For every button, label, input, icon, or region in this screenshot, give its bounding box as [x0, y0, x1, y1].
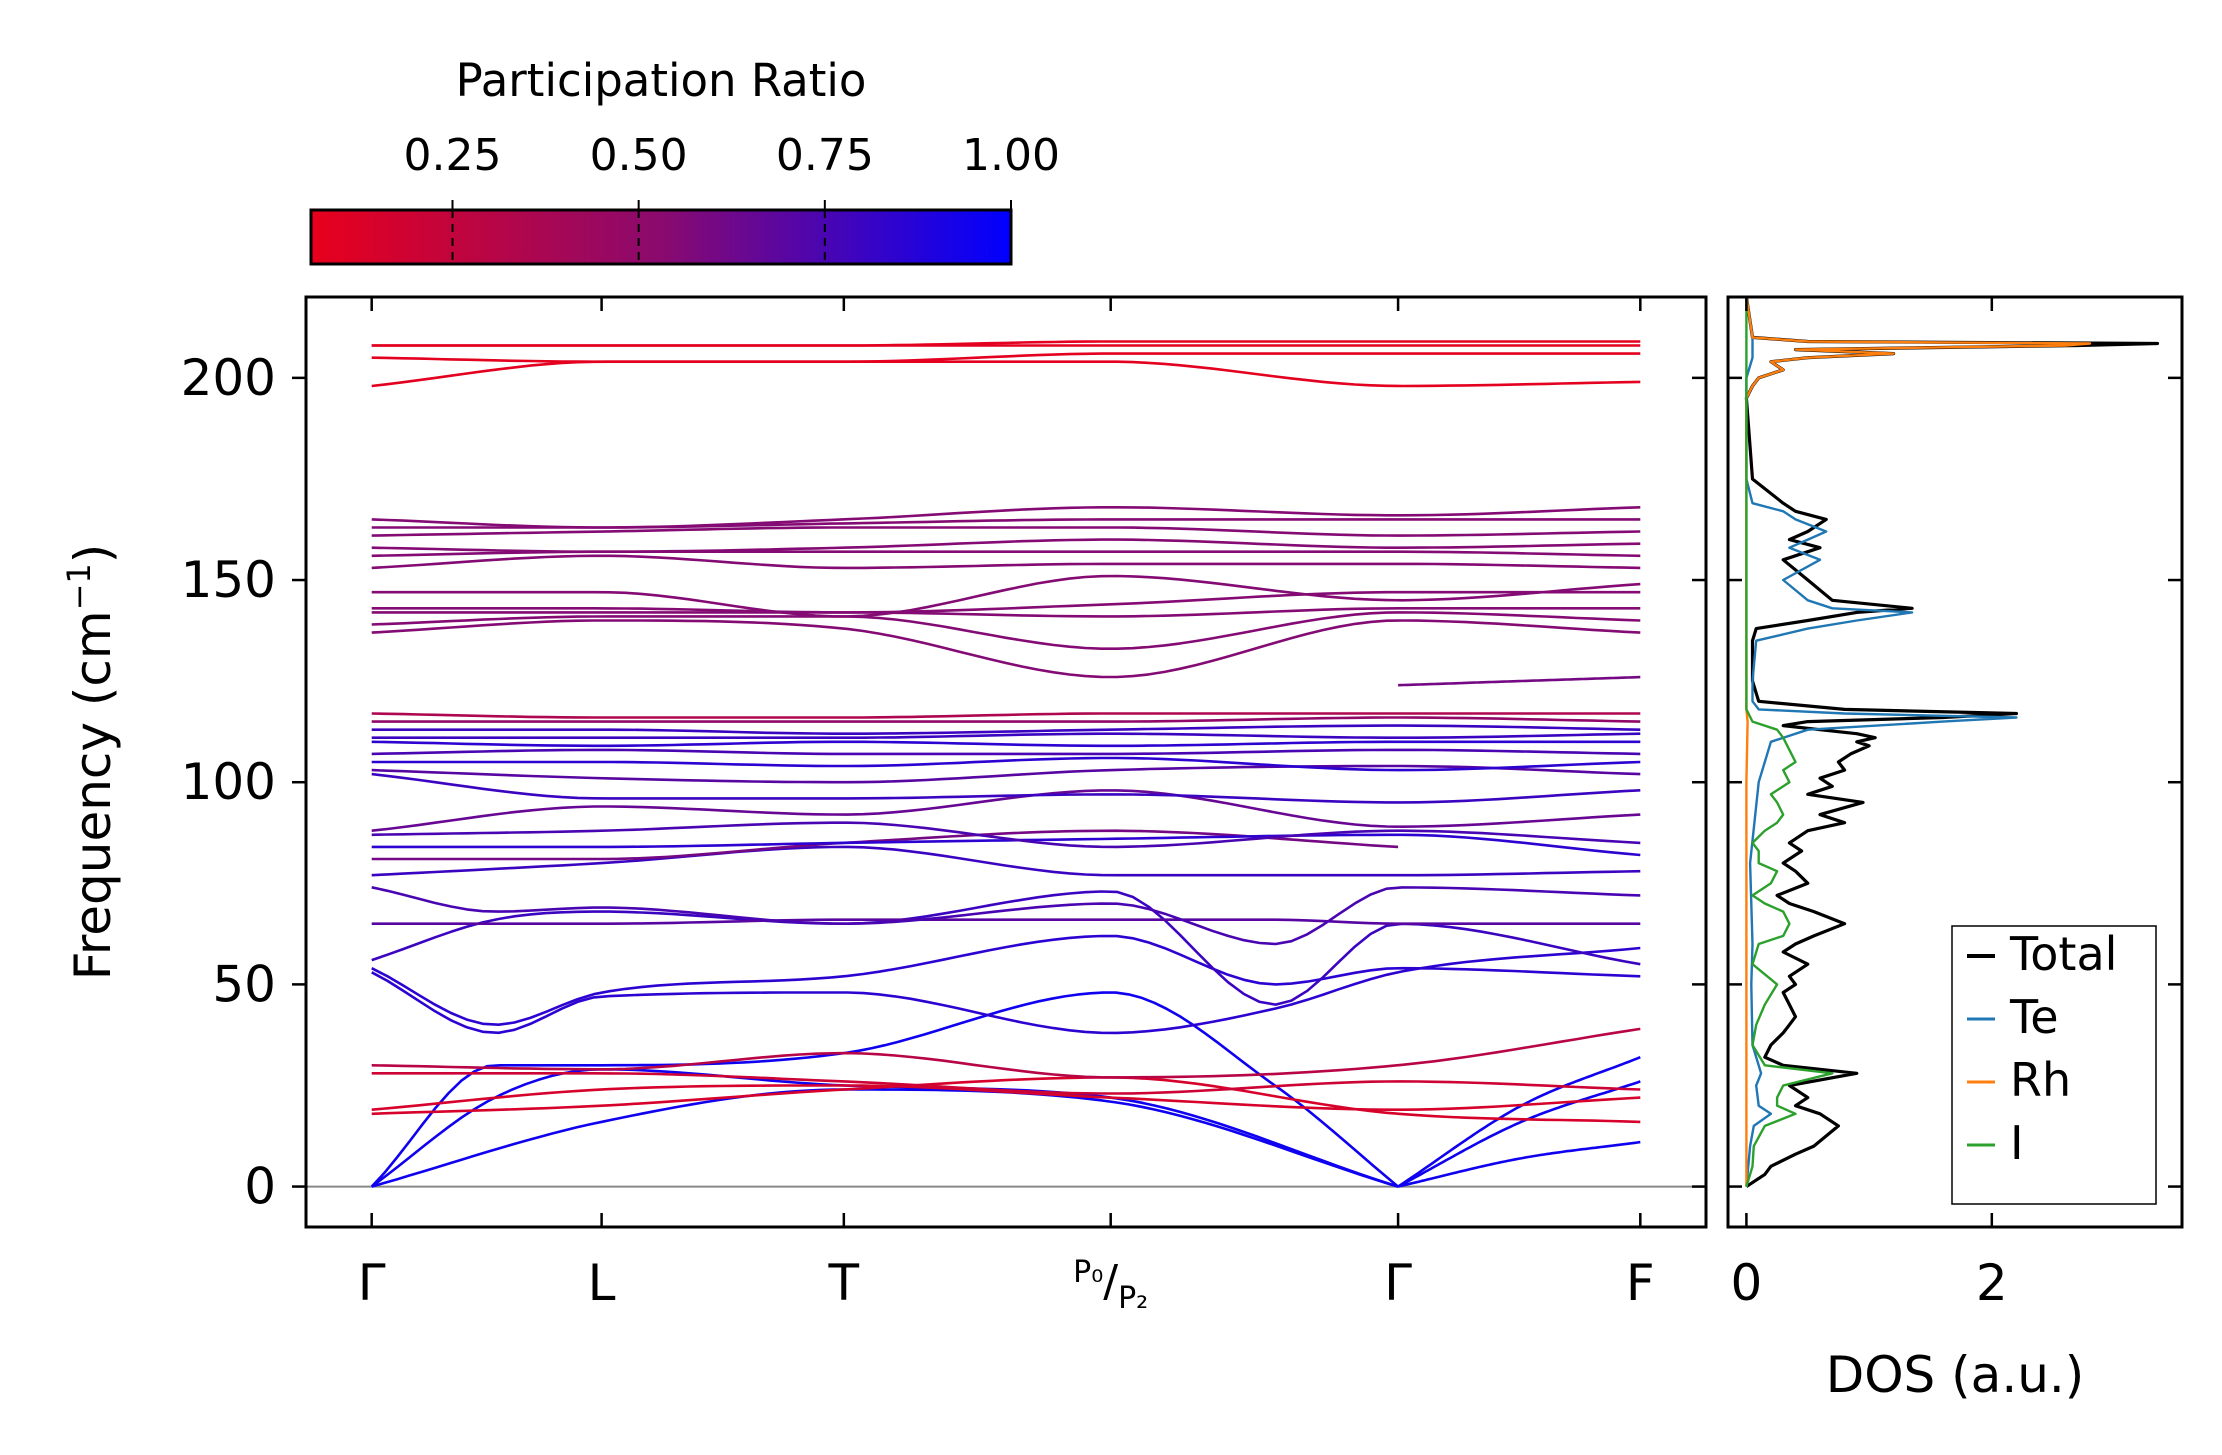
legend-label-te: Te	[2009, 990, 2059, 1044]
colorbar-tick-label: 0.50	[590, 130, 688, 181]
band-top-205	[371, 352, 1641, 363]
band-top-198	[371, 360, 1641, 388]
colorbar-tick-label: 0.25	[404, 130, 502, 181]
band-low-opt-4	[371, 1027, 1641, 1079]
dos-x-tick-label: 2	[1976, 1254, 2008, 1312]
band-opt-111	[371, 732, 1641, 739]
dos-total	[1744, 297, 2160, 1188]
y-tick-label: 100	[181, 753, 276, 811]
k-point-label: F	[1626, 1254, 1655, 1312]
dos-x-axis-label: DOS (a.u.)	[1826, 1346, 2085, 1404]
legend-frame	[1951, 925, 2157, 1205]
y-axis-label-base: Frequency (cm	[64, 610, 122, 980]
band-acoustic-F-1	[1397, 1140, 1641, 1188]
band-low-opt-3	[371, 1072, 1641, 1095]
band-hi-147	[371, 574, 1641, 618]
band-hi-137	[371, 619, 1641, 679]
band-acoustic-3	[370, 991, 1399, 1188]
band-hi-142	[371, 607, 1641, 618]
legend-label-rh: Rh	[2010, 1053, 2071, 1107]
band-hi-153	[371, 554, 1641, 570]
colorbar-ticks: 0.25 0.50 0.75 1.00	[404, 130, 1060, 264]
legend-label-i: I	[2010, 1116, 2024, 1170]
band-hi-158	[371, 538, 1641, 553]
y-axis-label: Frequency (cm−1)	[60, 544, 122, 981]
band-hi-161	[371, 526, 1641, 537]
band-y-ticks: 0 50 100 150 200	[181, 349, 1706, 1216]
k-point-label: Γ	[358, 1254, 386, 1312]
colorbar-tick-label: 0.75	[776, 130, 874, 181]
band-opt-115	[371, 716, 1641, 723]
legend-entries: Total Te Rh I	[1967, 927, 2117, 1170]
band-opt-117	[371, 712, 1641, 719]
band-opt-77	[371, 845, 1641, 877]
colorbar-tick-label: 1.00	[962, 130, 1060, 181]
dos-x-tick-label: 0	[1730, 1254, 1762, 1312]
band-lines	[370, 340, 1641, 1188]
dos-i	[1745, 297, 1834, 1187]
band-hi-139	[371, 611, 1641, 650]
band-opt-105	[371, 756, 1641, 772]
colorbar: Participation Ratio 0.25 0.50 0.75 1.00	[309, 54, 1060, 266]
k-point-label: T	[828, 1254, 860, 1312]
band-opt-50a	[371, 946, 1641, 1035]
k-label-part: P₂	[1118, 1281, 1148, 1316]
dos-rh	[1745, 297, 2092, 1187]
band-opt-102	[371, 764, 1641, 784]
band-opt-96	[371, 772, 1641, 804]
colorbar-title: Participation Ratio	[456, 54, 867, 107]
band-opt-107	[371, 748, 1641, 756]
band-opt-70	[371, 886, 1641, 946]
band-low-opt-2	[371, 1084, 1641, 1111]
band-opt-84	[371, 833, 1641, 857]
band-opt-124	[1398, 675, 1641, 687]
band-low-opt-1	[371, 1076, 1641, 1124]
y-axis-label-sup: −1	[60, 563, 98, 610]
k-point-label: P₀/P₂	[1073, 1255, 1148, 1316]
band-x-ticks: Γ L T P₀/P₂ Γ F	[358, 297, 1655, 1316]
y-tick-label: 150	[181, 551, 276, 609]
band-opt-50b	[371, 934, 1641, 1026]
k-point-label: L	[588, 1254, 616, 1312]
k-label-slash: /	[1103, 1256, 1118, 1307]
band-opt-81	[371, 829, 1399, 861]
y-tick-label: 50	[212, 955, 276, 1013]
band-acoustic-F-3	[1397, 1055, 1641, 1188]
y-axis-label-end: )	[64, 544, 122, 564]
band-axes-frame	[304, 295, 1708, 1229]
band-hi-165	[371, 506, 1641, 529]
k-label-part: P₀	[1073, 1255, 1103, 1290]
dos-legend: Total Te Rh I	[1951, 925, 2157, 1205]
band-opt-88a	[371, 821, 1641, 849]
y-tick-label: 0	[244, 1158, 276, 1216]
dos-lines	[1744, 297, 2160, 1188]
legend-label-total: Total	[2009, 927, 2117, 981]
band-opt-65	[371, 918, 1641, 925]
band-acoustic-F-2	[1397, 1080, 1641, 1188]
band-top-209	[371, 340, 1641, 347]
dos-axes-frame	[1726, 295, 2184, 1229]
colorbar-gradient	[309, 208, 1013, 266]
band-acoustic-1	[371, 1088, 1399, 1188]
band-opt-113	[371, 724, 1641, 735]
band-opt-109	[371, 740, 1641, 748]
k-point-label: Γ	[1384, 1254, 1412, 1312]
band-opt-88b	[371, 789, 1641, 832]
y-tick-label: 200	[181, 349, 276, 407]
band-structure-panel: 0 50 100 150 200 Γ L T P₀/P₂ Γ F Frequency (cm−1)	[60, 295, 1708, 1316]
band-opt-50c	[371, 890, 1641, 1006]
dos-te	[1745, 297, 2018, 1187]
band-hi-143	[371, 590, 1641, 614]
